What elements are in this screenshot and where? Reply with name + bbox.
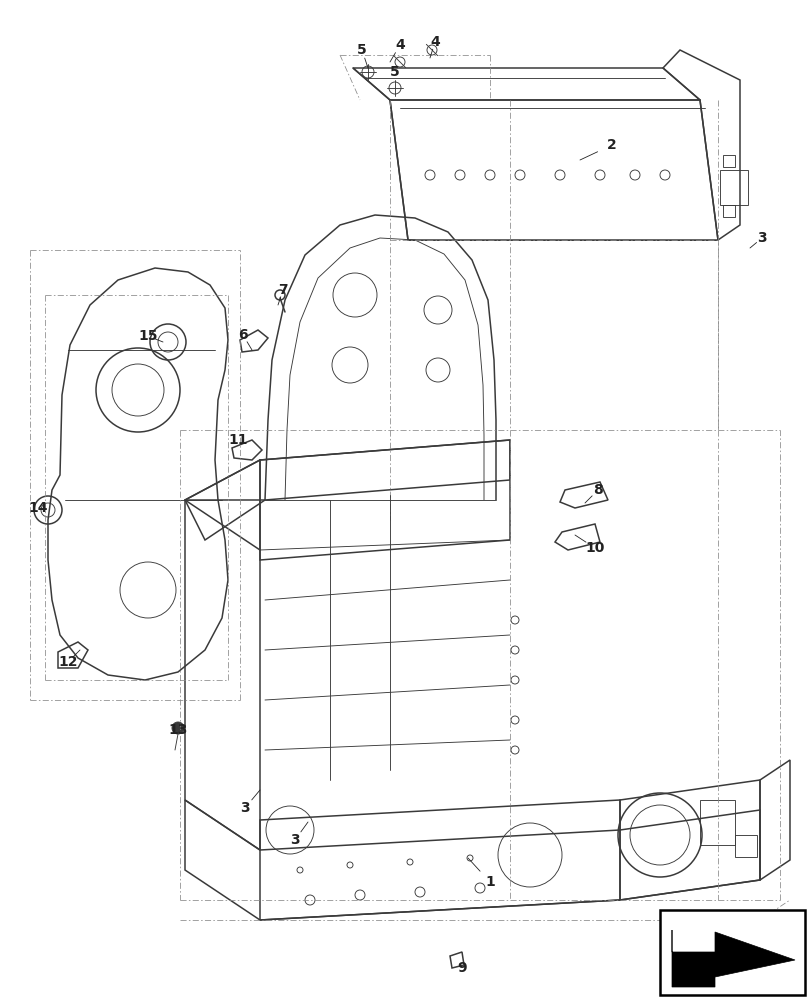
Bar <box>699 800 734 845</box>
Text: 4: 4 <box>395 38 405 52</box>
Text: 3: 3 <box>756 231 766 245</box>
Bar <box>722 205 734 217</box>
Bar <box>722 155 734 167</box>
Bar <box>734 835 756 857</box>
Text: 1: 1 <box>484 875 494 889</box>
Text: 11: 11 <box>228 433 247 447</box>
Text: 4: 4 <box>430 35 440 49</box>
Text: 3: 3 <box>240 801 250 815</box>
Text: 5: 5 <box>357 43 367 57</box>
Bar <box>719 170 747 205</box>
Text: 8: 8 <box>592 483 602 497</box>
Text: 14: 14 <box>28 501 48 515</box>
Text: 10: 10 <box>585 541 604 555</box>
Text: 5: 5 <box>694 931 704 945</box>
Text: 5: 5 <box>734 933 744 947</box>
Text: 5: 5 <box>389 65 399 79</box>
Text: 2: 2 <box>607 138 616 152</box>
Bar <box>659 910 804 995</box>
Text: 3: 3 <box>290 833 299 847</box>
Text: 13: 13 <box>168 723 187 737</box>
Circle shape <box>172 722 184 734</box>
Text: 7: 7 <box>278 283 287 297</box>
Text: 6: 6 <box>238 328 247 342</box>
Text: 12: 12 <box>58 655 78 669</box>
Text: 4: 4 <box>681 931 691 945</box>
Polygon shape <box>672 930 794 987</box>
Text: 15: 15 <box>138 329 157 343</box>
Text: 4: 4 <box>720 945 730 959</box>
Text: 9: 9 <box>457 961 466 975</box>
